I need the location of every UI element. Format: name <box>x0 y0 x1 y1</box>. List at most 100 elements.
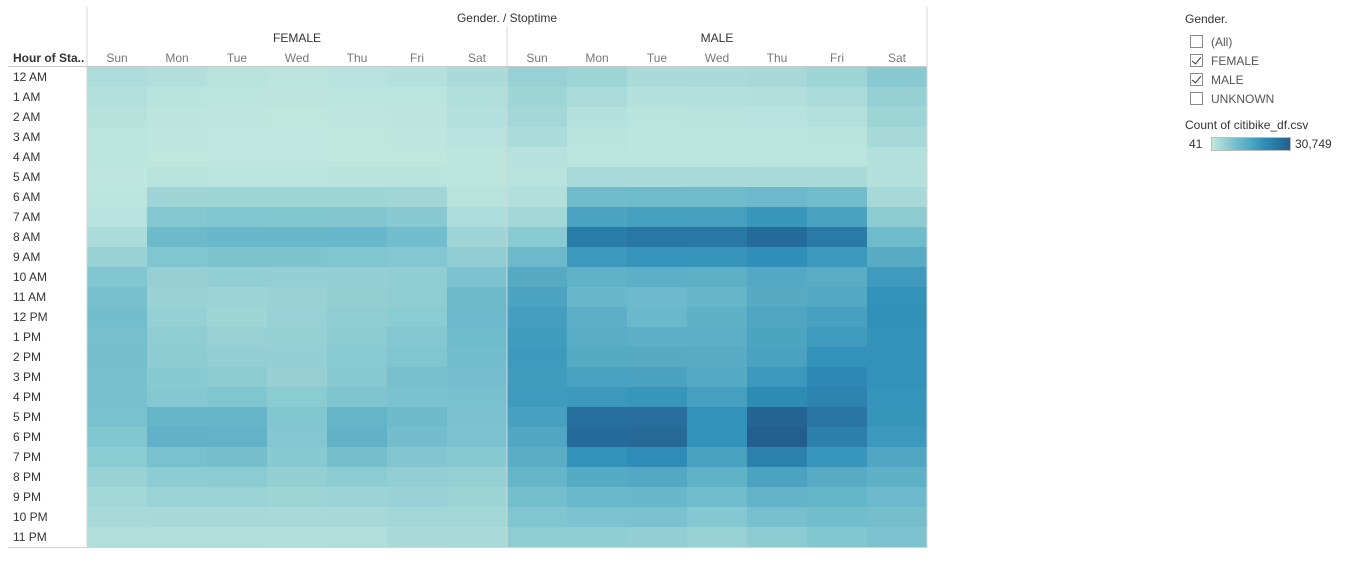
heatmap-cell[interactable] <box>567 407 627 427</box>
heatmap-cell[interactable] <box>507 107 567 127</box>
heatmap-cell[interactable] <box>207 487 267 507</box>
heatmap-cell[interactable] <box>447 67 507 87</box>
heatmap-cell[interactable] <box>867 307 927 327</box>
heatmap-cell[interactable] <box>807 67 867 87</box>
heatmap-cell[interactable] <box>867 87 927 107</box>
heatmap-cell[interactable] <box>687 187 747 207</box>
heatmap-cell[interactable] <box>807 147 867 167</box>
heatmap-cell[interactable] <box>747 127 807 147</box>
heatmap-cell[interactable] <box>327 307 387 327</box>
heatmap-cell[interactable] <box>687 387 747 407</box>
heatmap-cell[interactable] <box>447 507 507 527</box>
heatmap-cell[interactable] <box>807 87 867 107</box>
heatmap-cell[interactable] <box>327 387 387 407</box>
heatmap-cell[interactable] <box>147 267 207 287</box>
heatmap-cell[interactable] <box>387 387 447 407</box>
heatmap-cell[interactable] <box>147 387 207 407</box>
heatmap-cell[interactable] <box>147 487 207 507</box>
heatmap-cell[interactable] <box>207 187 267 207</box>
heatmap-cell[interactable] <box>627 507 687 527</box>
heatmap-cell[interactable] <box>147 67 207 87</box>
filter-item-female[interactable]: FEMALE <box>1185 51 1345 70</box>
heatmap-cell[interactable] <box>747 327 807 347</box>
heatmap-cell[interactable] <box>627 87 687 107</box>
heatmap-cell[interactable] <box>747 167 807 187</box>
heatmap-cell[interactable] <box>387 407 447 427</box>
heatmap-cell[interactable] <box>507 387 567 407</box>
heatmap-cell[interactable] <box>387 187 447 207</box>
heatmap-cell[interactable] <box>627 207 687 227</box>
heatmap-cell[interactable] <box>507 167 567 187</box>
heatmap-cell[interactable] <box>687 507 747 527</box>
heatmap-cell[interactable] <box>867 507 927 527</box>
heatmap-cell[interactable] <box>267 267 327 287</box>
heatmap-cell[interactable] <box>687 167 747 187</box>
heatmap-cell[interactable] <box>207 527 267 547</box>
heatmap-cell[interactable] <box>87 187 147 207</box>
heatmap-cell[interactable] <box>507 287 567 307</box>
heatmap-cell[interactable] <box>327 207 387 227</box>
heatmap-cell[interactable] <box>627 427 687 447</box>
heatmap-cell[interactable] <box>747 87 807 107</box>
heatmap-cell[interactable] <box>447 467 507 487</box>
heatmap-cell[interactable] <box>867 267 927 287</box>
heatmap-cell[interactable] <box>447 147 507 167</box>
heatmap-cell[interactable] <box>507 187 567 207</box>
heatmap-cell[interactable] <box>267 467 327 487</box>
heatmap-cell[interactable] <box>567 87 627 107</box>
heatmap-cell[interactable] <box>627 187 687 207</box>
heatmap-cell[interactable] <box>687 267 747 287</box>
heatmap-cell[interactable] <box>447 287 507 307</box>
heatmap-cell[interactable] <box>747 187 807 207</box>
heatmap-cell[interactable] <box>627 247 687 267</box>
heatmap-cell[interactable] <box>687 87 747 107</box>
heatmap-cell[interactable] <box>267 407 327 427</box>
heatmap-cell[interactable] <box>867 207 927 227</box>
heatmap-cell[interactable] <box>147 307 207 327</box>
heatmap-cell[interactable] <box>267 67 327 87</box>
heatmap-cell[interactable] <box>387 107 447 127</box>
heatmap-cell[interactable] <box>567 247 627 267</box>
heatmap-cell[interactable] <box>87 527 147 547</box>
heatmap-cell[interactable] <box>807 387 867 407</box>
heatmap-cell[interactable] <box>867 67 927 87</box>
heatmap-cell[interactable] <box>687 307 747 327</box>
heatmap-cell[interactable] <box>567 347 627 367</box>
heatmap-cell[interactable] <box>747 227 807 247</box>
heatmap-cell[interactable] <box>567 507 627 527</box>
heatmap-cell[interactable] <box>747 67 807 87</box>
heatmap-cell[interactable] <box>567 387 627 407</box>
heatmap-cell[interactable] <box>327 327 387 347</box>
heatmap-cell[interactable] <box>147 447 207 467</box>
heatmap-cell[interactable] <box>567 147 627 167</box>
heatmap-cell[interactable] <box>207 127 267 147</box>
heatmap-cell[interactable] <box>207 307 267 327</box>
heatmap-cell[interactable] <box>147 427 207 447</box>
heatmap-cell[interactable] <box>687 107 747 127</box>
heatmap-cell[interactable] <box>147 147 207 167</box>
heatmap-cell[interactable] <box>267 427 327 447</box>
heatmap-cell[interactable] <box>87 407 147 427</box>
heatmap-cell[interactable] <box>747 207 807 227</box>
heatmap-cell[interactable] <box>387 307 447 327</box>
heatmap-cell[interactable] <box>207 447 267 467</box>
heatmap-cell[interactable] <box>267 307 327 327</box>
heatmap-cell[interactable] <box>687 67 747 87</box>
heatmap-cell[interactable] <box>87 267 147 287</box>
heatmap-cell[interactable] <box>327 267 387 287</box>
heatmap-cell[interactable] <box>447 207 507 227</box>
heatmap-cell[interactable] <box>567 307 627 327</box>
heatmap-cell[interactable] <box>267 207 327 227</box>
heatmap-cell[interactable] <box>567 187 627 207</box>
heatmap-cell[interactable] <box>447 327 507 347</box>
heatmap-cell[interactable] <box>567 267 627 287</box>
heatmap-cell[interactable] <box>207 327 267 347</box>
heatmap-cell[interactable] <box>687 367 747 387</box>
heatmap-cell[interactable] <box>267 327 327 347</box>
heatmap-cell[interactable] <box>387 327 447 347</box>
heatmap-cell[interactable] <box>867 367 927 387</box>
heatmap-cell[interactable] <box>447 167 507 187</box>
heatmap-cell[interactable] <box>327 507 387 527</box>
heatmap-cell[interactable] <box>507 347 567 367</box>
checkbox-checked-icon[interactable] <box>1190 73 1203 86</box>
